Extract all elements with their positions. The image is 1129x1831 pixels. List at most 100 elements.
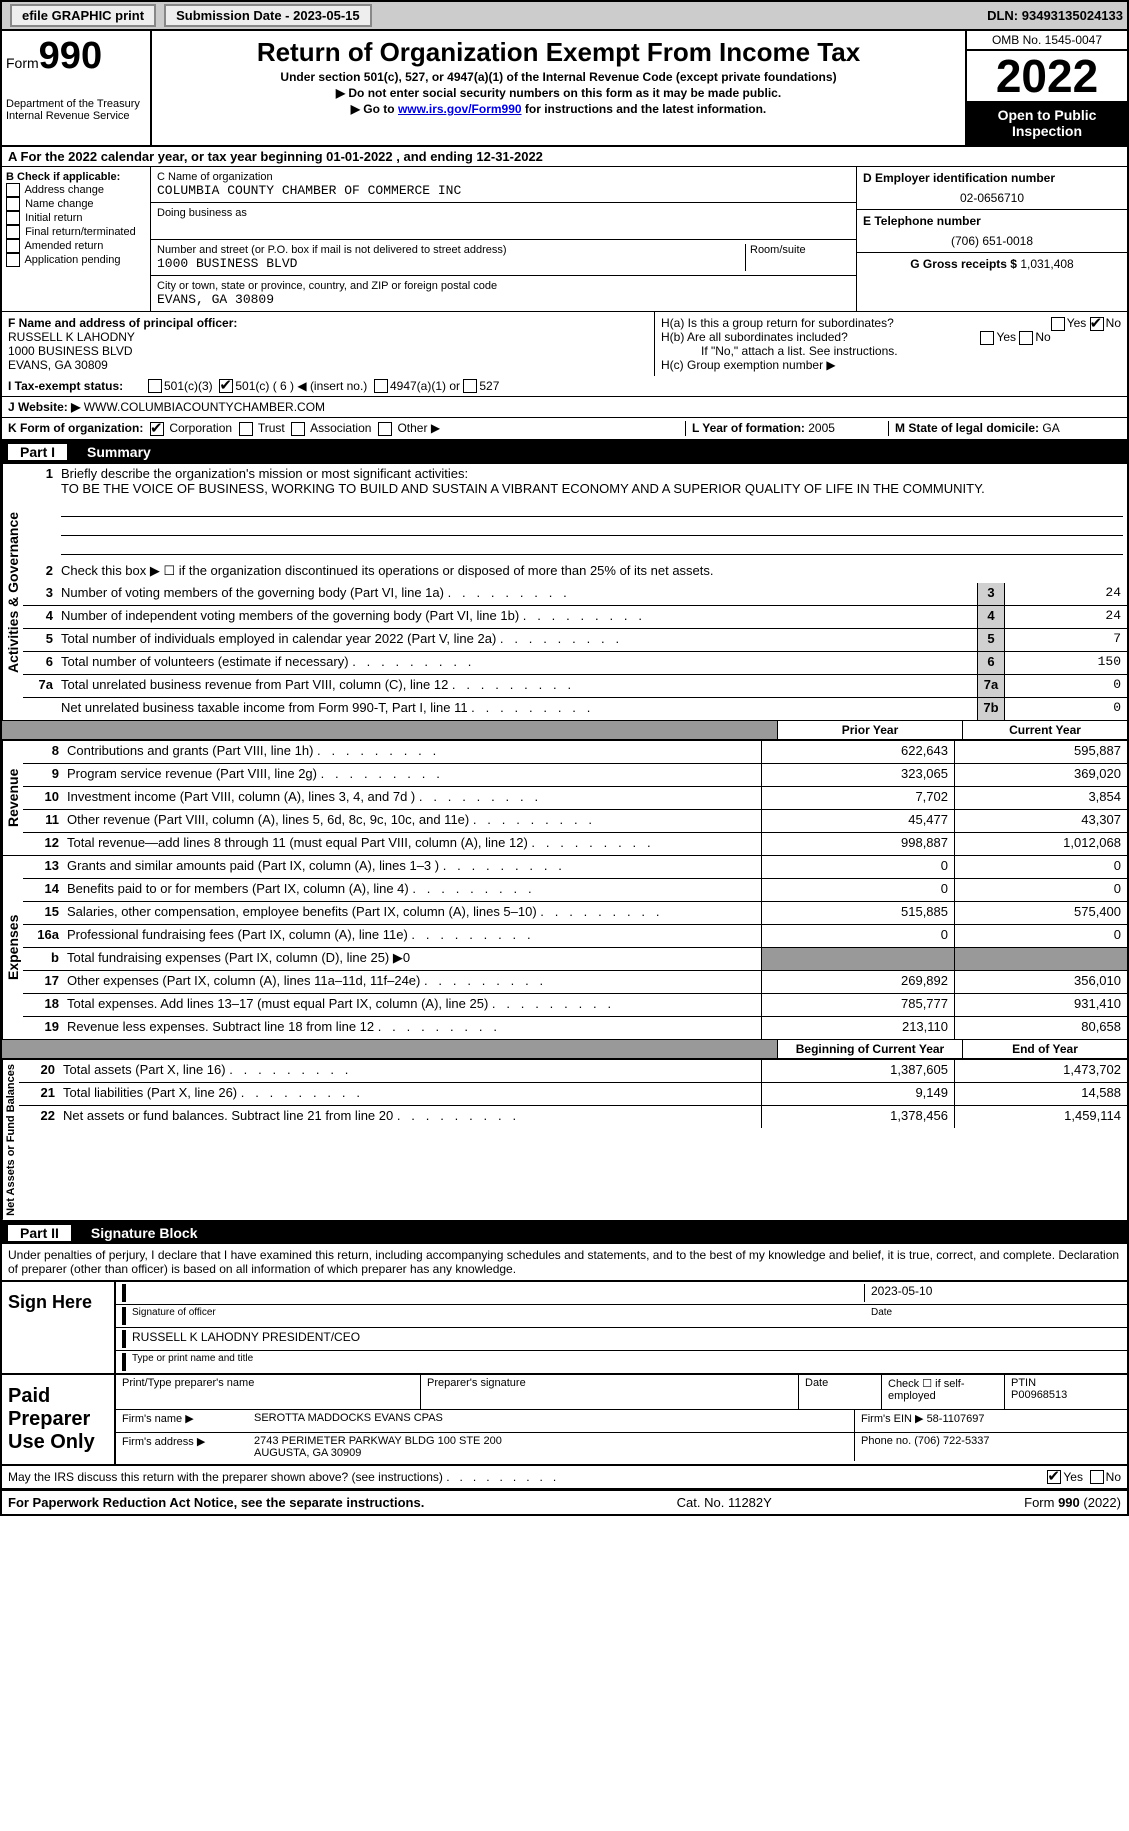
sig-date: 2023-05-10 [864, 1284, 1121, 1302]
vlabel-exp: Expenses [2, 856, 23, 1039]
v5: 7 [1004, 629, 1127, 651]
ein-label: D Employer identification number [863, 171, 1055, 185]
discuss-label: May the IRS discuss this return with the… [8, 1470, 1047, 1485]
vlabel-ag: Activities & Governance [2, 464, 23, 720]
data-row: 17Other expenses (Part IX, column (A), l… [23, 971, 1127, 994]
col-end: End of Year [962, 1040, 1127, 1058]
data-row: 21Total liabilities (Part X, line 26)9,1… [19, 1083, 1127, 1106]
v6: 150 [1004, 652, 1127, 674]
ha-yes[interactable] [1051, 317, 1065, 331]
tax-year: 2022 [967, 51, 1127, 101]
discuss-yes[interactable] [1047, 1470, 1061, 1484]
header-title-block: Return of Organization Exempt From Incom… [152, 31, 965, 145]
checkbox-name-change[interactable]: Name change [6, 197, 146, 211]
dept-label: Department of the Treasury Internal Reve… [6, 98, 146, 122]
phone-label: E Telephone number [863, 214, 981, 228]
form-ref: Form 990 (2022) [1024, 1495, 1121, 1510]
vlabel-rev: Revenue [2, 741, 23, 855]
data-row: 14Benefits paid to or for members (Part … [23, 879, 1127, 902]
org-name: COLUMBIA COUNTY CHAMBER OF COMMERCE INC [157, 183, 850, 198]
checkbox-initial[interactable]: Initial return [6, 211, 146, 225]
sign-here-label: Sign Here [2, 1282, 114, 1373]
k-trust[interactable] [239, 422, 253, 436]
tax-4947[interactable] [374, 379, 388, 393]
k-corp[interactable] [150, 422, 164, 436]
block-d: D Employer identification number 02-0656… [856, 167, 1127, 311]
signature-block: Under penalties of perjury, I declare th… [0, 1244, 1129, 1491]
irs-link[interactable]: www.irs.gov/Form990 [398, 102, 522, 116]
tax-501c3[interactable] [148, 379, 162, 393]
part2-header: Part II Signature Block [0, 1222, 1129, 1244]
city: EVANS, GA 30809 [157, 292, 850, 307]
dba-label: Doing business as [157, 207, 850, 219]
k-other[interactable] [378, 422, 392, 436]
page-footer: For Paperwork Reduction Act Notice, see … [0, 1490, 1129, 1516]
checkbox-amended[interactable]: Amended return [6, 239, 146, 253]
firm-name: SEROTTA MADDOCKS EVANS CPAS [248, 1410, 854, 1432]
street: 1000 BUSINESS BLVD [157, 256, 745, 271]
col-begin: Beginning of Current Year [777, 1040, 962, 1058]
phone: (706) 651-0018 [863, 234, 1121, 248]
street-label: Number and street (or P.O. box if mail i… [157, 244, 745, 256]
room-label: Room/suite [745, 244, 850, 271]
v7a: 0 [1004, 675, 1127, 697]
open-public-badge: Open to Public Inspection [967, 101, 1127, 145]
block-f: F Name and address of principal officer:… [2, 312, 654, 376]
part1-header: Part I Summary [0, 441, 1129, 463]
header-right: OMB No. 1545-0047 2022 Open to Public In… [965, 31, 1127, 145]
checkbox-address-change[interactable]: Address change [6, 183, 146, 197]
data-row: 16aProfessional fundraising fees (Part I… [23, 925, 1127, 948]
ein: 02-0656710 [863, 191, 1121, 205]
tax-527[interactable] [463, 379, 477, 393]
dln: DLN: 93493135024133 [987, 8, 1123, 23]
officer-name: RUSSELL K LAHODNY PRESIDENT/CEO [122, 1330, 1121, 1348]
col-prior: Prior Year [777, 721, 962, 739]
mission: TO BE THE VOICE OF BUSINESS, WORKING TO … [61, 481, 985, 496]
submission-date: Submission Date - 2023-05-15 [164, 4, 372, 27]
officer: RUSSELL K LAHODNY 1000 BUSINESS BLVD EVA… [8, 330, 648, 372]
block-h: H(a) Is this a group return for subordin… [654, 312, 1127, 376]
data-row: 19Revenue less expenses. Subtract line 1… [23, 1017, 1127, 1039]
col-current: Current Year [962, 721, 1127, 739]
data-row: 15Salaries, other compensation, employee… [23, 902, 1127, 925]
v3: 24 [1004, 583, 1127, 605]
efile-label: efile GRAPHIC print [10, 4, 156, 27]
website[interactable]: WWW.COLUMBIACOUNTYCHAMBER.COM [80, 400, 325, 414]
firm-phone: (706) 722-5337 [914, 1435, 989, 1447]
discuss-no[interactable] [1090, 1470, 1104, 1484]
data-row: 8Contributions and grants (Part VIII, li… [23, 741, 1127, 764]
v7b: 0 [1004, 698, 1127, 720]
firm-addr: 2743 PERIMETER PARKWAY BLDG 100 STE 200 … [248, 1433, 854, 1461]
omb-number: OMB No. 1545-0047 [967, 31, 1127, 51]
top-bar: efile GRAPHIC print Submission Date - 20… [0, 0, 1129, 31]
form-number: 990 [39, 35, 102, 77]
declaration: Under penalties of perjury, I declare th… [2, 1244, 1127, 1280]
k-assoc[interactable] [291, 422, 305, 436]
data-row: 18Total expenses. Add lines 13–17 (must … [23, 994, 1127, 1017]
gross: 1,031,408 [1020, 257, 1073, 271]
ptin: P00968513 [1011, 1389, 1067, 1401]
form-title: Return of Organization Exempt From Incom… [156, 37, 961, 68]
paid-prep-label: Paid Preparer Use Only [2, 1375, 114, 1464]
summary-section: Activities & Governance 1 Briefly descri… [0, 463, 1129, 1222]
form-subtitle-1: Under section 501(c), 527, or 4947(a)(1)… [156, 70, 961, 84]
data-row: 22Net assets or fund balances. Subtract … [19, 1106, 1127, 1128]
form-subtitle-2: ▶ Do not enter social security numbers o… [156, 86, 961, 100]
header-left: Form990 Department of the Treasury Inter… [2, 31, 152, 145]
checkbox-final[interactable]: Final return/terminated [6, 225, 146, 239]
identity-section: A For the 2022 calendar year, or tax yea… [0, 147, 1129, 441]
gross-label: G Gross receipts $ [910, 257, 1020, 271]
checkbox-pending[interactable]: Application pending [6, 253, 146, 267]
block-b: B Check if applicable: Address change Na… [2, 167, 151, 311]
hb-no[interactable] [1019, 331, 1033, 345]
org-name-label: C Name of organization [157, 171, 850, 183]
tax-501c[interactable] [219, 379, 233, 393]
data-row: 9Program service revenue (Part VIII, lin… [23, 764, 1127, 787]
ha-no[interactable] [1090, 317, 1104, 331]
block-i: I Tax-exempt status: 501(c)(3) 501(c) ( … [2, 376, 1127, 397]
line-a: A For the 2022 calendar year, or tax yea… [2, 147, 1127, 167]
year-formed: 2005 [808, 421, 835, 435]
hb-yes[interactable] [980, 331, 994, 345]
data-row: bTotal fundraising expenses (Part IX, co… [23, 948, 1127, 971]
block-j: J Website: ▶ WWW.COLUMBIACOUNTYCHAMBER.C… [2, 397, 1127, 418]
